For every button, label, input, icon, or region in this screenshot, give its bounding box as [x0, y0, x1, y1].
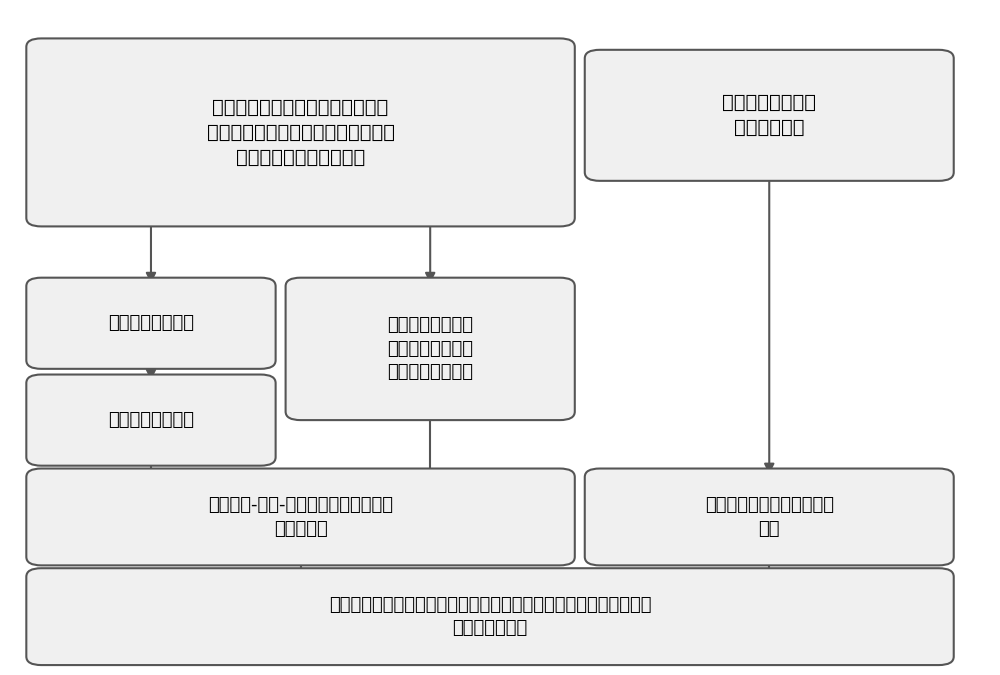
Text: 建立系统刚度矩阵: 建立系统刚度矩阵	[108, 411, 194, 429]
Text: 完成双螺母行星滚柱丝杠的结构离
散，形成综合考虑弹性变形、惯性力
和预紧力的弹簧质量系统: 完成双螺母行星滚柱丝杠的结构离 散，形成综合考虑弹性变形、惯性力 和预紧力的弹簧…	[207, 98, 395, 167]
FancyBboxPatch shape	[286, 277, 575, 420]
FancyBboxPatch shape	[26, 468, 575, 566]
Text: 求解弹性动力学方程获得双螺母行星滚柱丝杠的预紧力、变形、载荷
分布和运动状态: 求解弹性动力学方程获得双螺母行星滚柱丝杠的预紧力、变形、载荷 分布和运动状态	[329, 596, 651, 637]
FancyBboxPatch shape	[26, 568, 954, 665]
Text: 滚柱和丝杠刚体运
动与受力分析: 滚柱和丝杠刚体运 动与受力分析	[722, 93, 816, 137]
Text: 建立双螺母和预紧
垫片的变形协调条
件与受力平衡关系: 建立双螺母和预紧 垫片的变形协调条 件与受力平衡关系	[387, 317, 473, 381]
FancyBboxPatch shape	[26, 277, 276, 369]
FancyBboxPatch shape	[585, 468, 954, 566]
Text: 推导滚柱和丝杠的刚体运动
方程: 推导滚柱和丝杠的刚体运动 方程	[705, 496, 834, 538]
Text: 推导受力-变形-运动参数相耦合的弹性
动力学方程: 推导受力-变形-运动参数相耦合的弹性 动力学方程	[208, 496, 393, 538]
FancyBboxPatch shape	[26, 375, 276, 466]
Text: 建立系统伴随矩阵: 建立系统伴随矩阵	[108, 315, 194, 332]
FancyBboxPatch shape	[585, 50, 954, 181]
FancyBboxPatch shape	[26, 38, 575, 226]
